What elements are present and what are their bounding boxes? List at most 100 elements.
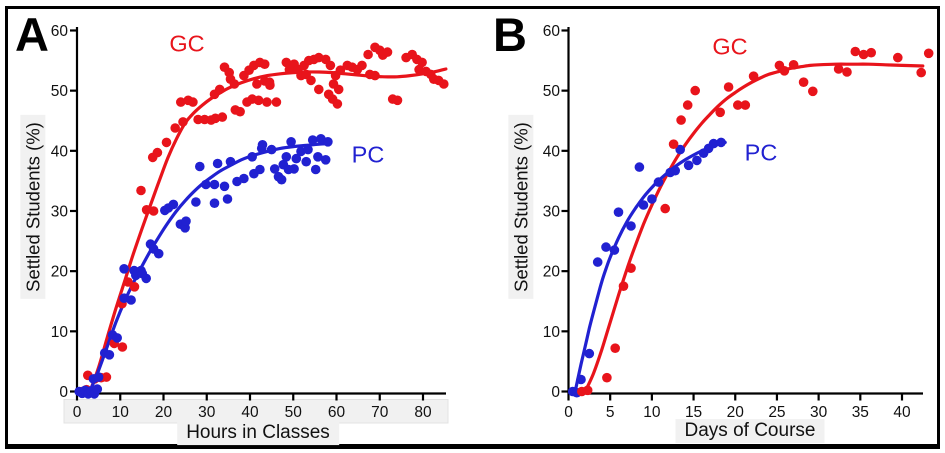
pc-data-point bbox=[92, 384, 103, 394]
axes bbox=[561, 27, 923, 401]
gc-fit-curve bbox=[88, 67, 448, 394]
gc-data-point bbox=[668, 139, 679, 149]
x-tick-label: 10 bbox=[112, 404, 130, 421]
gc-data-point bbox=[333, 84, 344, 95]
y-tick-label: 50 bbox=[51, 83, 69, 100]
gc-data-point bbox=[314, 84, 324, 95]
x-tick-label: 15 bbox=[685, 404, 702, 421]
pc-data-point bbox=[209, 198, 220, 208]
tick-labels: 0 5 10 15 20 25 30 35 40 0 10 20 30 40 50 60 bbox=[543, 23, 911, 421]
gc-data-point bbox=[117, 342, 128, 352]
x-tick-label: 60 bbox=[328, 404, 346, 421]
pc-data-point bbox=[266, 144, 277, 155]
x-tick-label: 5 bbox=[606, 404, 615, 421]
gc-data-point bbox=[610, 343, 620, 354]
y-tick-label: 60 bbox=[51, 23, 69, 40]
x-tick-label: 30 bbox=[198, 404, 216, 421]
y-tick-label: 20 bbox=[51, 264, 69, 281]
x-tick-label: 20 bbox=[727, 404, 745, 421]
x-tick-label: 30 bbox=[810, 404, 828, 421]
pc-data-point bbox=[601, 242, 611, 252]
gc-data-point bbox=[417, 57, 427, 68]
pc-data-point bbox=[692, 155, 702, 166]
gc-data-point bbox=[866, 47, 876, 58]
gc-data-point bbox=[618, 281, 629, 292]
pc-data-point bbox=[708, 138, 719, 149]
pc-data-point bbox=[613, 207, 624, 217]
pc-data-point bbox=[93, 372, 104, 382]
x-tick-label: 35 bbox=[852, 404, 869, 421]
gc-data-point bbox=[129, 282, 140, 292]
gc-data-point bbox=[188, 97, 198, 107]
pc-data-point bbox=[310, 164, 321, 175]
pc-data-point bbox=[653, 177, 664, 187]
gc-data-point bbox=[335, 65, 346, 75]
pc-data-point bbox=[153, 248, 164, 259]
pc-data-point bbox=[225, 156, 236, 167]
gc-data-point bbox=[788, 60, 799, 70]
pc-data-point bbox=[209, 179, 220, 190]
gc-data-point bbox=[682, 100, 693, 110]
gc-data-point bbox=[798, 77, 809, 87]
y-tick-label: 10 bbox=[543, 324, 561, 341]
gc-data-point bbox=[229, 79, 240, 89]
pc-data-point bbox=[137, 268, 148, 279]
gc-data-point bbox=[626, 263, 636, 274]
gc-data-point bbox=[176, 97, 186, 107]
x-tick-label: 0 bbox=[564, 404, 573, 421]
pc-data-point bbox=[181, 216, 191, 226]
gc-data-point bbox=[170, 123, 180, 133]
gc-data-point bbox=[252, 79, 262, 89]
x-tick-label: 20 bbox=[155, 404, 173, 421]
gc-data-point bbox=[740, 100, 751, 110]
gc-data-point bbox=[723, 82, 734, 92]
y-tick-label: 0 bbox=[59, 384, 68, 401]
pc-data-point bbox=[576, 374, 586, 385]
gc-data-point bbox=[259, 59, 270, 69]
gc-data-point bbox=[235, 106, 245, 117]
pc-data-point bbox=[647, 194, 657, 204]
panel-b: 0 5 10 15 20 25 30 35 40 0 10 20 30 40 50 60 bbox=[543, 23, 934, 421]
y-tick-label: 40 bbox=[51, 143, 69, 160]
gc-data-point bbox=[850, 46, 861, 57]
x-tick-label: 40 bbox=[241, 404, 259, 421]
gc-data-point bbox=[660, 203, 670, 214]
pc-data-point bbox=[195, 161, 205, 172]
gc-data-point bbox=[582, 385, 593, 396]
pc-data-point bbox=[126, 295, 136, 305]
gc-data-point bbox=[833, 64, 844, 74]
pc-data-point bbox=[683, 160, 694, 171]
gc-data-point bbox=[262, 97, 272, 107]
pc-data-point bbox=[584, 348, 595, 359]
gc-data-point bbox=[271, 97, 282, 107]
gc-data-point bbox=[602, 372, 612, 383]
gc-data-point bbox=[136, 185, 146, 196]
pc-data-point bbox=[255, 164, 265, 175]
gc-data-point bbox=[690, 85, 700, 96]
axes bbox=[70, 27, 446, 401]
pc-data-point bbox=[675, 144, 685, 155]
pc-data-point bbox=[638, 200, 649, 210]
pc-data-point bbox=[291, 153, 302, 164]
pc-data-point bbox=[286, 137, 296, 147]
y-tick-label: 40 bbox=[543, 143, 561, 160]
gc-data-point bbox=[370, 70, 380, 81]
pc-points bbox=[567, 137, 726, 398]
gc-data-point bbox=[253, 95, 264, 106]
pc-data-point bbox=[212, 158, 223, 169]
figure-frame bbox=[5, 6, 940, 449]
pc-data-point bbox=[112, 333, 122, 343]
gc-data-point bbox=[152, 147, 163, 158]
gc-data-point bbox=[842, 67, 852, 77]
pc-data-point bbox=[191, 197, 201, 207]
y-tick-label: 20 bbox=[543, 264, 561, 281]
x-tick-label: 50 bbox=[285, 404, 303, 421]
gc-data-point bbox=[281, 57, 292, 68]
pc-data-point bbox=[307, 135, 318, 145]
pc-data-point bbox=[119, 264, 129, 274]
gc-data-point bbox=[363, 49, 373, 60]
x-tick-label: 0 bbox=[73, 404, 82, 421]
pc-data-point bbox=[323, 137, 333, 147]
y-tick-label: 30 bbox=[51, 203, 69, 220]
x-tick-label: 10 bbox=[643, 404, 661, 421]
